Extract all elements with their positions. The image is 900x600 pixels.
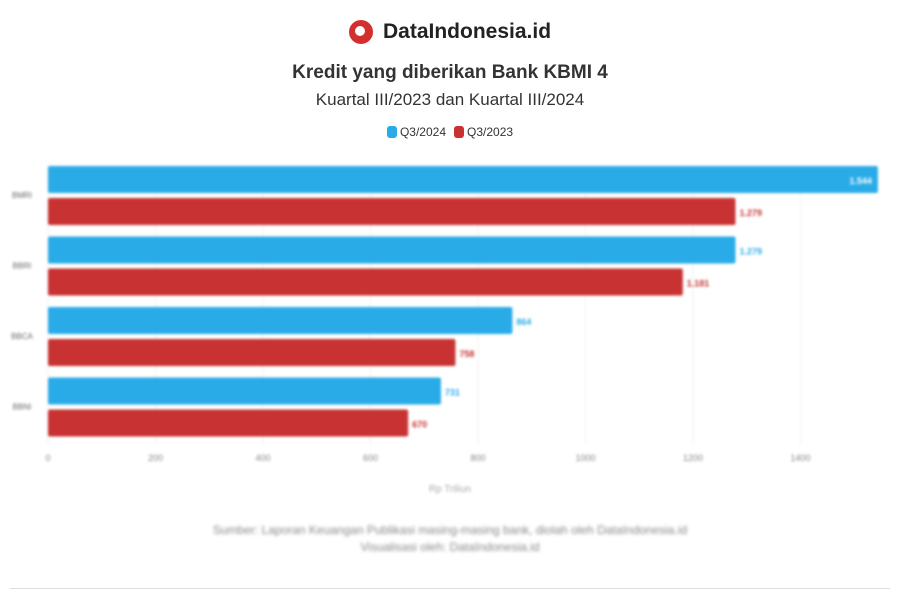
- bar-chart-plot: 0 200 400 600 800 1000 1200 1400 Rp Triliun BMRI 1…: [11, 166, 878, 495]
- x-tick-label: 600: [363, 453, 378, 463]
- divider: [10, 588, 890, 589]
- legend-item-q3-2023[interactable]: Q3/2023: [454, 125, 513, 139]
- logo-icon: [348, 20, 373, 44]
- y-category-label: BMRI: [12, 191, 32, 200]
- bar-q3-2024: [48, 236, 736, 264]
- legend-swatch: [386, 126, 397, 138]
- x-tick-label: 1200: [683, 453, 703, 463]
- data-label: 1.181: [687, 279, 710, 289]
- data-label: 758: [459, 349, 474, 359]
- legend: Q3/2024 Q3/2023: [0, 125, 900, 139]
- x-tick-label: 800: [470, 453, 485, 463]
- data-label: 1.279: [739, 247, 762, 257]
- x-tick-label: 0: [45, 453, 50, 463]
- bar-q3-2023: [48, 268, 683, 296]
- y-category-label: BBNI: [13, 403, 32, 412]
- x-tick-label: 1000: [575, 453, 595, 463]
- bar-q3-2024: [48, 377, 441, 405]
- legend-label: Q3/2024: [399, 125, 446, 139]
- data-label: 731: [445, 388, 460, 398]
- plot-area: 0 200 400 600 800 1000 1200 1400 Rp Triliun BMRI 1…: [11, 166, 878, 495]
- chart-title: Kredit yang diberikan Bank KBMI 4: [292, 62, 608, 83]
- x-tick-label: 400: [255, 453, 270, 463]
- data-label: 864: [516, 317, 531, 327]
- bar-q3-2023: [48, 339, 456, 366]
- y-category-label: BBRI: [13, 262, 32, 271]
- data-label: 1.544: [849, 176, 872, 186]
- x-axis-label: Rp Triliun: [429, 484, 471, 495]
- bar-q3-2023: [48, 409, 409, 437]
- data-label: 670: [412, 420, 427, 430]
- brand-name: DataIndonesia.id: [382, 20, 552, 43]
- legend-item-q3-2024[interactable]: Q3/2024: [386, 125, 446, 139]
- bar-q3-2024: [48, 307, 513, 334]
- x-tick-label: 1400: [790, 453, 810, 463]
- legend-label: Q3/2023: [467, 125, 514, 139]
- data-label: 1.279: [739, 208, 762, 218]
- legend-swatch: [454, 126, 464, 138]
- y-category-label: BBCA: [11, 332, 33, 341]
- source-text: Sumber: Laporan Keuangan Publikasi masin…: [212, 523, 688, 537]
- source-note: Sumber: Laporan Keuangan Publikasi masin…: [0, 522, 900, 556]
- bar-q3-2024: [48, 166, 878, 193]
- x-tick-label: 200: [148, 453, 163, 463]
- credit-text: Visualisasi oleh: DataIndonesia.id: [360, 540, 540, 554]
- bar-q3-2023: [48, 198, 736, 225]
- brand-logo: DataIndonesia.id: [0, 20, 900, 44]
- chart-subtitle: Kuartal III/2023 dan Kuartal III/2024: [315, 90, 585, 109]
